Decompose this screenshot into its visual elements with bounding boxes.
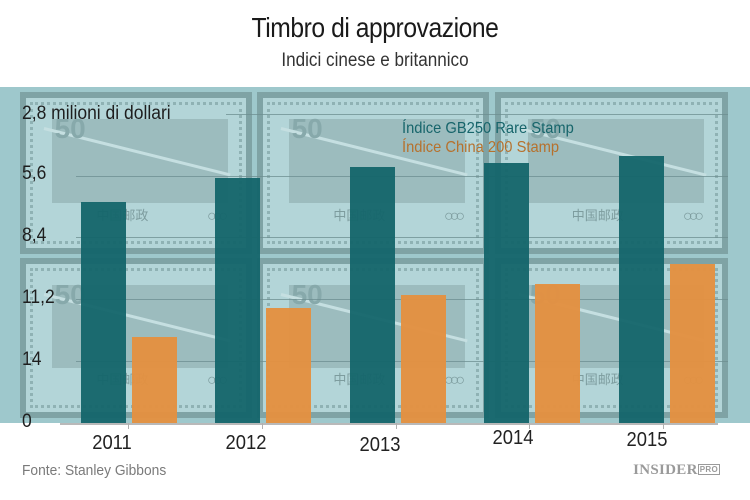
bar-china200-2013 xyxy=(401,294,446,423)
y-tick-label: 5,6 xyxy=(22,163,47,184)
bar-gb250-2013 xyxy=(350,166,395,423)
x-tick-label: 2014 xyxy=(492,427,534,449)
bar-china200-2015 xyxy=(670,264,715,423)
y-tick-label: 14 xyxy=(22,349,42,370)
legend-item-gb250: Índice GB250 Rare Stamp xyxy=(402,120,574,137)
bar-china200-2011 xyxy=(132,336,177,423)
bar-gb250-2014 xyxy=(484,162,529,423)
x-axis-line xyxy=(60,423,718,425)
y-tick-label: 11,2 xyxy=(22,287,55,308)
gridline xyxy=(226,114,728,115)
bar-china200-2012 xyxy=(266,308,311,423)
x-tick xyxy=(128,423,129,429)
bar-china200-2014 xyxy=(535,283,580,423)
brand-logo: INSIDER PRO xyxy=(633,462,720,478)
chart-subtitle: Indici cinese e britannico xyxy=(281,50,469,71)
chart-title: Timbro di approvazione xyxy=(251,12,499,43)
source-note: Fonte: Stanley Gibbons xyxy=(22,462,167,479)
bar-gb250-2012 xyxy=(215,178,260,423)
x-tick-label: 2012 xyxy=(225,432,267,454)
x-tick-label: 2013 xyxy=(359,434,401,456)
y-tick-label: 8,4 xyxy=(22,225,47,246)
x-tick xyxy=(529,423,530,429)
x-tick xyxy=(663,423,664,429)
gridline xyxy=(76,176,728,177)
legend-item-china200: Índice China 200 Stamp xyxy=(402,139,560,156)
bar-gb250-2015 xyxy=(619,155,664,423)
x-tick-label: 2015 xyxy=(626,429,668,451)
y-tick-label: 0 xyxy=(22,411,32,432)
gridline xyxy=(76,237,728,238)
x-tick-label: 2011 xyxy=(92,432,132,454)
x-tick xyxy=(396,423,397,429)
y-axis-unit-label: 2,8 milioni di dollari xyxy=(22,103,171,124)
x-tick xyxy=(262,423,263,429)
bar-gb250-2011 xyxy=(81,202,126,423)
